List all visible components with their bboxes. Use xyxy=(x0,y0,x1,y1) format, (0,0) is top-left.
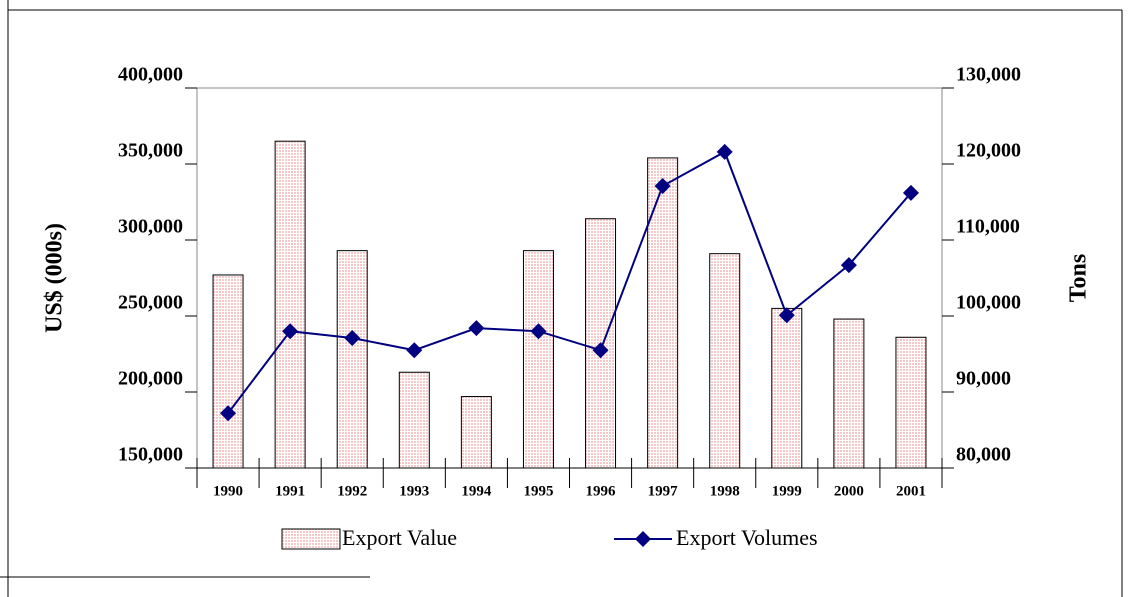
y-tick-label: 150,000 xyxy=(118,444,183,466)
y2-tick-label: 90,000 xyxy=(956,368,1011,390)
y-tick-label: 200,000 xyxy=(118,368,183,390)
line-marker xyxy=(778,307,795,324)
y-tick-label: 350,000 xyxy=(118,140,183,162)
y2-tick-label: 100,000 xyxy=(956,292,1021,314)
line-marker xyxy=(344,330,361,347)
line-marker xyxy=(468,320,485,337)
x-tick-label: 1997 xyxy=(648,483,679,499)
x-tick-label: 1992 xyxy=(337,483,367,499)
y-tick-label: 300,000 xyxy=(118,216,183,238)
line-marker xyxy=(840,257,857,274)
line-marker xyxy=(902,184,919,201)
legend-marker xyxy=(635,531,651,547)
legend-swatch xyxy=(281,528,341,550)
x-tick-label: 1998 xyxy=(710,483,740,499)
x-tick-label: 1991 xyxy=(275,483,305,499)
x-tick-label: 2001 xyxy=(896,483,926,499)
y2-tick-label: 80,000 xyxy=(956,444,1011,466)
x-tick-label: 1993 xyxy=(399,483,429,499)
line-marker xyxy=(592,342,609,359)
x-tick-label: 1990 xyxy=(213,483,243,499)
x-tick-label: 1994 xyxy=(461,483,492,499)
bar xyxy=(771,307,803,469)
line xyxy=(227,150,912,414)
bar xyxy=(522,250,554,469)
y-tick-label: 250,000 xyxy=(118,292,183,314)
line-marker xyxy=(530,323,547,340)
line-marker xyxy=(282,323,299,340)
y-tick-label: 400,000 xyxy=(118,64,183,86)
line-marker xyxy=(654,178,671,195)
x-tick-label: 2000 xyxy=(834,483,864,499)
y-axis-title: US$ (000s) xyxy=(42,223,68,333)
x-tick-label: 1995 xyxy=(523,483,553,499)
line-marker xyxy=(220,405,237,422)
line-marker xyxy=(716,143,733,160)
bar xyxy=(460,396,492,469)
legend-label: Export Volumes xyxy=(676,525,818,550)
bar xyxy=(336,250,368,469)
plot-area xyxy=(196,87,943,469)
bar xyxy=(647,157,679,469)
bar xyxy=(833,318,865,469)
x-tick-label: 1999 xyxy=(772,483,802,499)
line-marker xyxy=(406,342,423,359)
y2-tick-label: 110,000 xyxy=(956,216,1020,238)
bar xyxy=(398,371,430,469)
bar xyxy=(709,253,741,469)
y2-tick-label: 130,000 xyxy=(956,64,1021,86)
bar xyxy=(895,336,927,469)
x-tick-label: 1996 xyxy=(586,483,617,499)
legend-label: Export Value xyxy=(342,525,457,550)
bar xyxy=(274,140,306,469)
y2-axis-title: Tons xyxy=(1066,254,1092,303)
y2-tick-label: 120,000 xyxy=(956,140,1021,162)
bar xyxy=(212,274,244,469)
